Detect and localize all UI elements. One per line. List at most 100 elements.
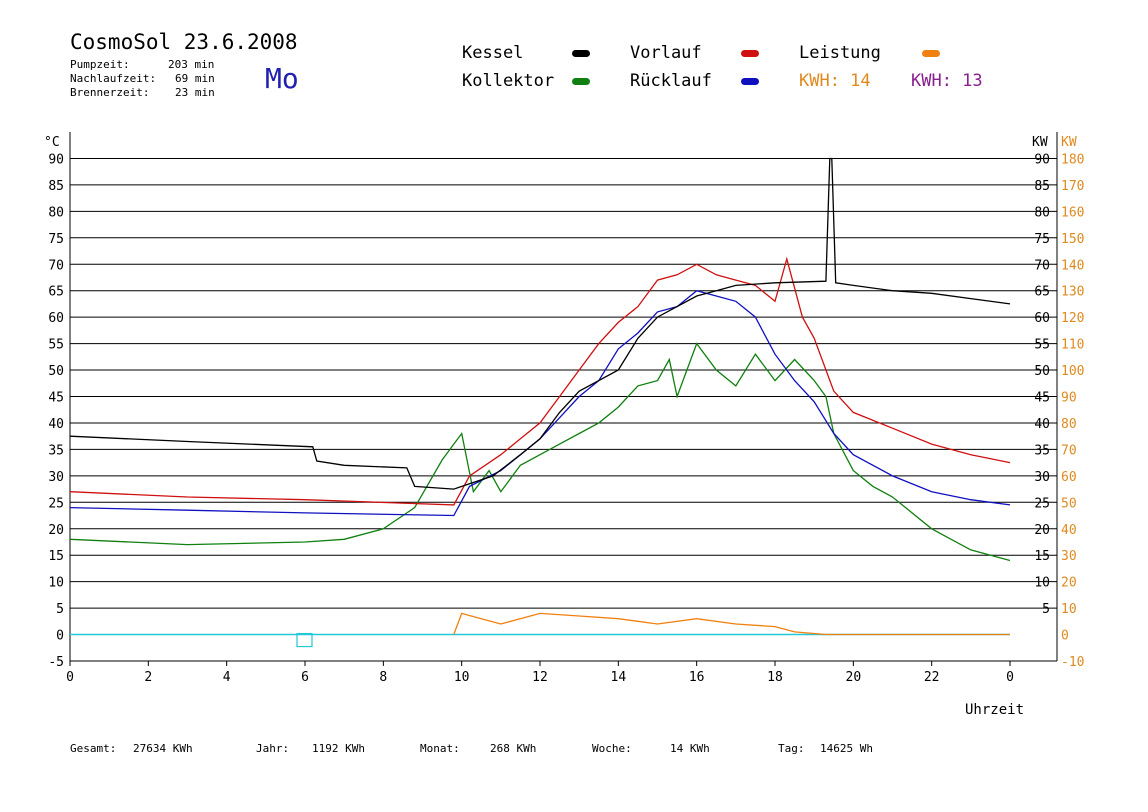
legend-kwh-purple: KWH: 13 xyxy=(911,71,983,91)
y-tick-label-right: 65 xyxy=(1034,285,1050,300)
y-tick-label-left: 80 xyxy=(48,205,64,220)
x-tick-label: 0 xyxy=(1006,670,1014,685)
y-tick-label-right: 55 xyxy=(1034,338,1050,353)
series-line-kessel xyxy=(69,157,1011,490)
y-tick-label-left: 65 xyxy=(48,285,64,300)
y-tick-label-right: 35 xyxy=(1034,443,1050,458)
y-tick-label-right: 85 xyxy=(1034,179,1050,194)
x-tick-label: 12 xyxy=(532,670,548,685)
legend-kwh-leistung: KWH: 14 xyxy=(799,71,871,91)
x-tick-label: 18 xyxy=(767,670,783,685)
y-tick-label-left: 15 xyxy=(48,549,64,564)
kw-tick-label: 120 xyxy=(1061,311,1084,326)
kw-tick-label: 150 xyxy=(1061,232,1084,247)
y-tick-label-right: 70 xyxy=(1034,258,1050,273)
series-line-leistung xyxy=(453,612,1010,636)
y-tick-label-left: 20 xyxy=(48,523,64,538)
footer-tag-value: 14625 Wh xyxy=(820,742,873,755)
kw-tick-label: 140 xyxy=(1061,258,1084,273)
kw-tick-label: 50 xyxy=(1061,496,1077,511)
y-tick-label-right: 60 xyxy=(1034,311,1050,326)
y-tick-label-right: 5 xyxy=(1042,602,1050,617)
kw-tick-label: 0 xyxy=(1061,629,1069,644)
footer-gesamt-label: Gesamt: xyxy=(70,742,117,755)
y-tick-label-left: 60 xyxy=(48,311,64,326)
x-tick-label: 20 xyxy=(846,670,862,685)
x-tick-label: 0 xyxy=(66,670,74,685)
y-tick-label-right: 80 xyxy=(1034,205,1050,220)
y-tick-label-right: 40 xyxy=(1034,417,1050,432)
y-tick-label-right: 15 xyxy=(1034,549,1050,564)
kw-tick-label: 130 xyxy=(1061,285,1084,300)
x-tick-label: 6 xyxy=(301,670,309,685)
x-tick-label: 8 xyxy=(379,670,387,685)
kw-tick-label: 180 xyxy=(1061,152,1084,167)
footer-jahr-label: Jahr: xyxy=(256,742,290,755)
legend-leistung-label: Leistung xyxy=(799,43,881,63)
stat-label-brennerzeit: Brennerzeit: xyxy=(70,86,150,99)
stat-value-nachlaufzeit: 69 min xyxy=(175,72,215,85)
kw-tick-label: 70 xyxy=(1061,443,1077,458)
x-tick-label: 4 xyxy=(223,670,231,685)
y-tick-label-left: 75 xyxy=(48,232,64,247)
y-tick-label-left: 40 xyxy=(48,417,64,432)
y-tick-label-right: 90 xyxy=(1034,152,1050,167)
y-unit-label-left: °C xyxy=(44,135,60,150)
y-tick-label-left: 0 xyxy=(56,629,64,644)
stat-value-brennerzeit: 23 min xyxy=(175,86,215,99)
legend-vorlauf-label: Vorlauf xyxy=(630,43,702,63)
kw-tick-label: 170 xyxy=(1061,179,1084,194)
footer-woche-label: Woche: xyxy=(592,742,632,755)
kw-unit-label: KW xyxy=(1061,135,1077,150)
kw-tick-label: 100 xyxy=(1061,364,1084,379)
y-tick-label-left: 85 xyxy=(48,179,64,194)
y-tick-label-right: 20 xyxy=(1034,523,1050,538)
kw-tick-label: 60 xyxy=(1061,470,1077,485)
kw-tick-label: 90 xyxy=(1061,391,1077,406)
y-tick-label-left: 10 xyxy=(48,576,64,591)
x-tick-label: 22 xyxy=(924,670,940,685)
y-tick-label-left: 25 xyxy=(48,496,64,511)
footer-tag-label: Tag: xyxy=(778,742,805,755)
y-tick-label-left: 90 xyxy=(48,152,64,167)
legend-kollektor-swatch xyxy=(572,78,590,85)
x-tick-label: 16 xyxy=(689,670,705,685)
y-tick-label-right: 75 xyxy=(1034,232,1050,247)
kw-tick-label: 80 xyxy=(1061,417,1077,432)
y-tick-label-right: 30 xyxy=(1034,470,1050,485)
y-tick-label-left: 50 xyxy=(48,364,64,379)
y-tick-label-left: 5 xyxy=(56,602,64,617)
stat-value-pumpzeit: 203 min xyxy=(168,58,215,71)
y-tick-label-right: 25 xyxy=(1034,496,1050,511)
chart-title: CosmoSol 23.6.2008 xyxy=(70,30,298,54)
kw-tick-label: 10 xyxy=(1061,602,1077,617)
legend-ruecklauf-label: Rücklauf xyxy=(630,71,712,91)
y-tick-label-right: 50 xyxy=(1034,364,1050,379)
series-line-vorlauf xyxy=(69,256,1011,506)
series-line-ruecklauf xyxy=(69,289,1011,517)
y-tick-label-left: 55 xyxy=(48,338,64,353)
footer-woche-value: 14 KWh xyxy=(670,742,710,755)
kw-tick-label: 160 xyxy=(1061,205,1084,220)
kw-tick-label: -10 xyxy=(1061,655,1084,670)
y-tick-label-right: 45 xyxy=(1034,391,1050,406)
y-tick-label-left: 35 xyxy=(48,443,64,458)
x-tick-label: 10 xyxy=(454,670,470,685)
kw-tick-label: 30 xyxy=(1061,549,1077,564)
footer-jahr-value: 1192 KWh xyxy=(312,742,365,755)
kw-tick-label: 110 xyxy=(1061,338,1084,353)
x-tick-label: 2 xyxy=(144,670,152,685)
y-unit-label-right: KW xyxy=(1032,135,1048,150)
footer-gesamt-value: 27634 KWh xyxy=(133,742,193,755)
footer-monat-value: 268 KWh xyxy=(490,742,537,755)
legend-ruecklauf-swatch xyxy=(741,78,759,85)
legend-kollektor-label: Kollektor xyxy=(462,71,555,91)
y-tick-label-right: 10 xyxy=(1034,576,1050,591)
legend-vorlauf-swatch xyxy=(741,50,759,57)
stat-label-nachlaufzeit: Nachlaufzeit: xyxy=(70,72,157,85)
legend-leistung-swatch xyxy=(922,50,940,57)
legend-kessel-label: Kessel xyxy=(462,43,524,63)
footer-monat-label: Monat: xyxy=(420,742,460,755)
y-tick-label-left: 30 xyxy=(48,470,64,485)
